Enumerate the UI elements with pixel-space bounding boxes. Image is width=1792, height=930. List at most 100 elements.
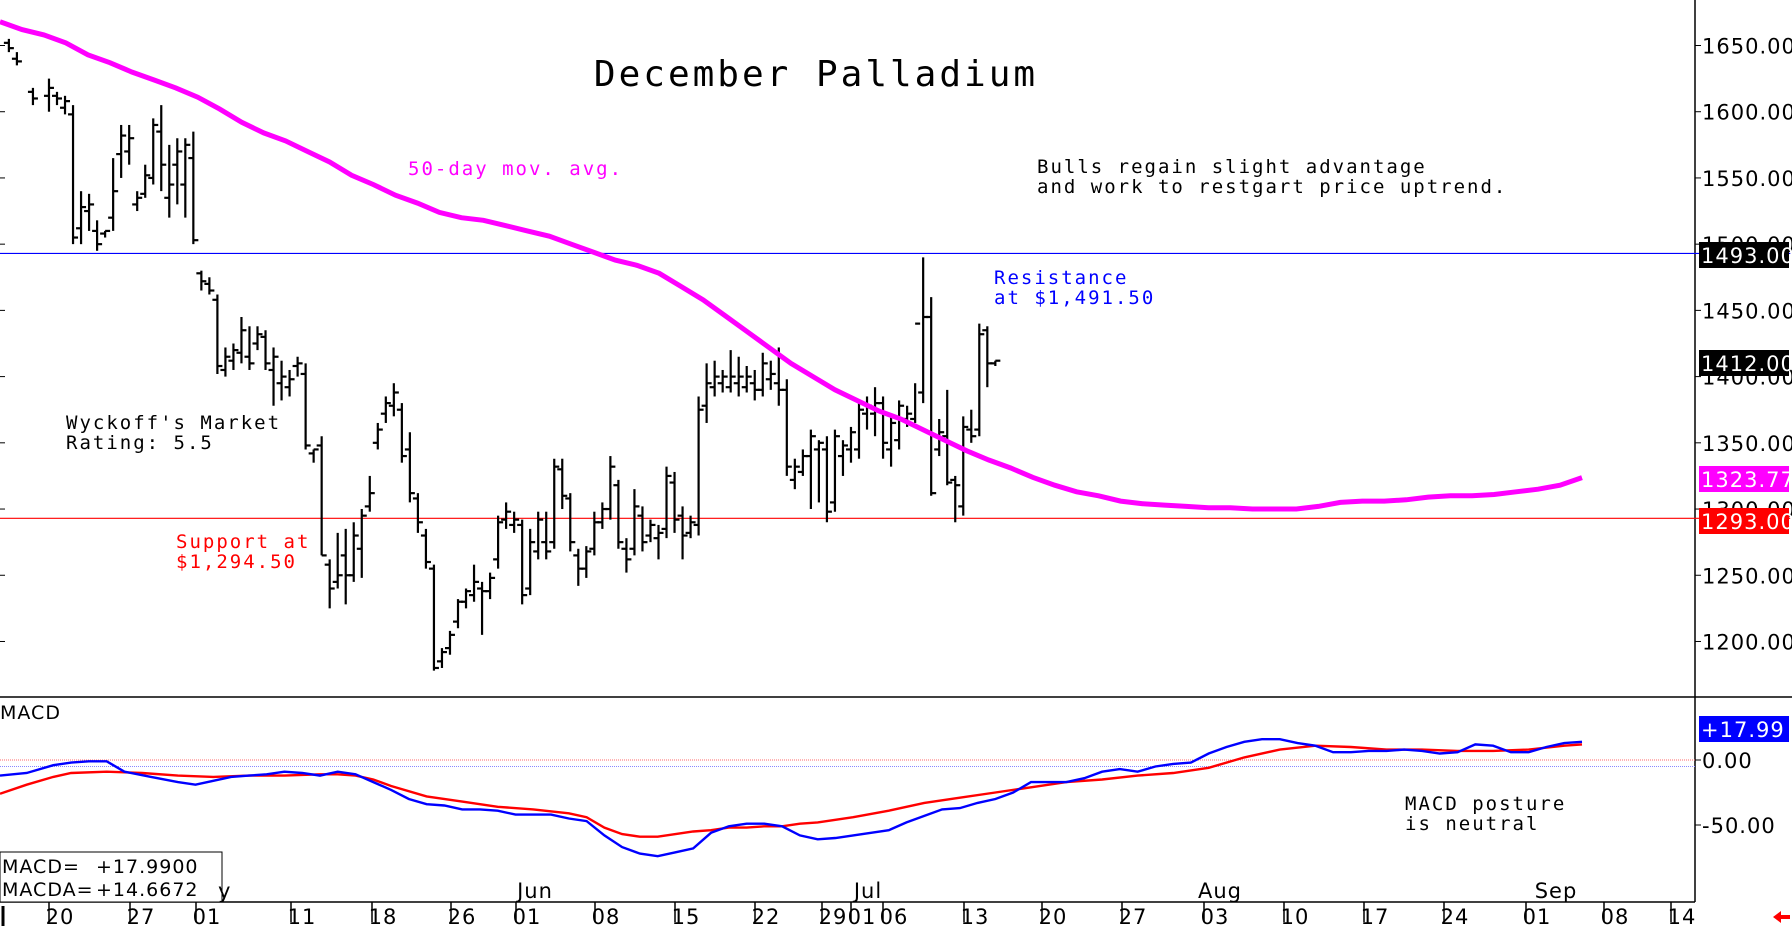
price-bar	[845, 426, 856, 463]
resistance-badge: 1493.00	[1701, 244, 1792, 268]
price-bar	[308, 448, 319, 463]
price-bar	[797, 449, 808, 476]
price-bar	[685, 515, 696, 539]
date-tick-label: 20	[46, 905, 75, 929]
price-bar	[204, 277, 215, 295]
macd-badge: +17.99	[1701, 718, 1785, 742]
price-bar	[701, 363, 712, 423]
price-bar	[749, 369, 760, 401]
price-bar	[164, 144, 175, 218]
price-bar	[725, 350, 736, 393]
price-bar	[926, 297, 937, 496]
price-bar	[60, 95, 71, 115]
date-tick-label: 27	[1119, 905, 1148, 929]
price-bar	[613, 479, 624, 549]
price-bar	[76, 191, 87, 245]
price-bar	[549, 458, 560, 549]
price-bar	[11, 52, 22, 66]
macd-badge-bg	[1699, 716, 1789, 742]
date-tick-label: 11	[288, 905, 317, 929]
macd-axis: 0.00 -50.00	[0, 749, 1775, 838]
macd-annotation-line1: MACD posture	[1405, 793, 1566, 815]
date-tick-label: 18	[369, 905, 398, 929]
price-bar	[573, 548, 584, 586]
price-bar	[477, 581, 488, 635]
price-bar	[132, 191, 143, 212]
price-bar	[894, 400, 905, 450]
price-bar	[380, 396, 391, 423]
price-bar	[348, 522, 359, 582]
chart-title: December Palladium	[594, 54, 1038, 95]
price-bar	[3, 38, 14, 53]
price-bar	[581, 546, 592, 578]
ma-badge-bg	[1699, 466, 1789, 492]
date-tick-label: 17	[1361, 905, 1390, 929]
price-bar	[557, 458, 568, 510]
price-bar	[244, 326, 255, 370]
price-bar	[485, 572, 496, 600]
scroll-left-arrow-icon[interactable]	[1773, 911, 1790, 923]
price-bar	[124, 124, 135, 165]
price-bar	[156, 105, 167, 192]
price-bar	[982, 326, 993, 388]
bulls-annotation-line1: Bulls regain slight advantage	[1037, 156, 1427, 178]
macd-line	[0, 738, 1583, 858]
price-bar	[854, 400, 864, 459]
price-bar	[453, 599, 463, 629]
price-tick-label: 1650.00	[1702, 35, 1792, 59]
price-bar	[92, 220, 103, 251]
price-bar	[821, 436, 832, 523]
macda-readout-value: +14.6672	[96, 879, 199, 901]
price-bar	[525, 528, 536, 596]
price-bar	[388, 383, 399, 417]
ma-annotation: 50-day mov. avg.	[408, 158, 623, 180]
support-badge-bg	[1699, 508, 1789, 534]
wyckoff-rating-line2: Rating: 5.5	[66, 432, 214, 454]
date-tick-label: 22	[752, 905, 781, 929]
price-bar	[52, 91, 62, 106]
month-label: Jul	[852, 879, 882, 903]
price-bar	[605, 456, 616, 520]
price-bar	[140, 164, 151, 198]
price-bar	[517, 519, 528, 605]
price-bar	[412, 493, 423, 533]
price-bar	[501, 502, 512, 529]
date-tick-label: 08	[1601, 905, 1630, 929]
price-bar	[43, 78, 54, 112]
last-price-badge-bg	[1699, 350, 1789, 376]
month-label: Sep	[1535, 879, 1578, 903]
price-bar	[669, 471, 680, 533]
price-bar	[541, 511, 552, 560]
price-bar	[268, 347, 279, 406]
macd-readout-name: MACD=	[2, 856, 80, 878]
price-bar	[966, 409, 977, 443]
price-bar	[693, 396, 704, 536]
price-bar	[188, 131, 199, 245]
price-bar	[878, 396, 889, 459]
price-bar	[316, 436, 327, 557]
price-bar	[356, 509, 367, 578]
date-tick-label: 06	[880, 905, 909, 929]
price-bar	[340, 528, 351, 605]
price-bar	[509, 511, 520, 533]
support-annotation-line2: $1,294.50	[176, 551, 297, 573]
price-bar	[645, 519, 656, 543]
price-bar	[27, 87, 38, 106]
macd-readout-box	[0, 851, 223, 903]
date-tick-label: 14	[1668, 905, 1697, 929]
price-bar	[228, 343, 239, 370]
price-bar	[910, 322, 921, 423]
price-bar	[364, 475, 375, 512]
price-bar	[108, 158, 119, 231]
date-tick-label: 01	[848, 905, 877, 929]
date-tick-label: 15	[672, 905, 701, 929]
date-tick-label: 01	[1523, 905, 1552, 929]
price-bar	[741, 366, 752, 393]
price-bar	[100, 229, 111, 238]
date-tick-label: 20	[1039, 905, 1068, 929]
price-bar	[733, 356, 744, 397]
last-price-badge: 1412.00	[1701, 352, 1792, 376]
price-tick-label: 1450.00	[1702, 299, 1792, 323]
price-bar	[597, 502, 608, 529]
price-tick-label: 1200.00	[1702, 630, 1792, 654]
